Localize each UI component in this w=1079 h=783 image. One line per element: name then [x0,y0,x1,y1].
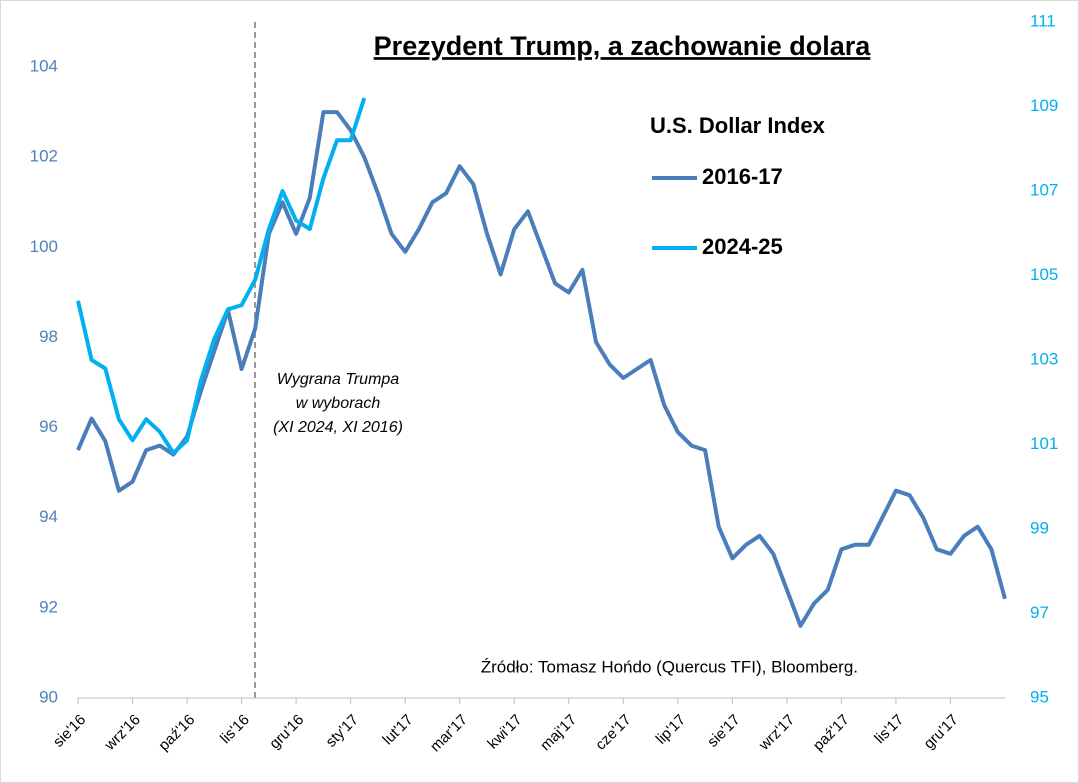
source-note: Źródło: Tomasz Hońdo (Quercus TFI), Bloo… [481,657,858,676]
y-tick-label: 90 [39,687,58,706]
y-tick-label: 100 [30,237,58,256]
y-tick-label: 96 [39,417,58,436]
y2-tick-label: 105 [1030,265,1058,284]
annotation: Wygrana Trumpa [277,371,400,388]
annotation: w wyborach [296,395,381,412]
y2-tick-label: 103 [1030,349,1058,368]
y2-tick-label: 111 [1030,11,1056,30]
chart-title: Prezydent Trump, a zachowanie dolara [374,31,872,61]
y2-tick-label: 99 [1030,518,1049,537]
y-tick-label: 98 [39,327,58,346]
y-tick-label: 102 [30,147,58,166]
y-tick-label: 92 [39,597,58,616]
y-tick-label: 104 [30,57,58,76]
y2-tick-label: 107 [1030,180,1058,199]
y-tick-label: 94 [39,507,58,526]
annotation: (XI 2024, XI 2016) [273,419,403,436]
legend-label: 2024-25 [702,234,783,259]
y2-tick-label: 95 [1030,687,1049,706]
legend-title: U.S. Dollar Index [650,113,826,138]
y2-tick-label: 109 [1030,96,1058,115]
y2-tick-label: 101 [1030,434,1058,453]
series-line [76,110,1007,628]
series-line [76,97,367,455]
y2-tick-label: 97 [1030,603,1049,622]
legend-label: 2016-17 [702,164,783,189]
